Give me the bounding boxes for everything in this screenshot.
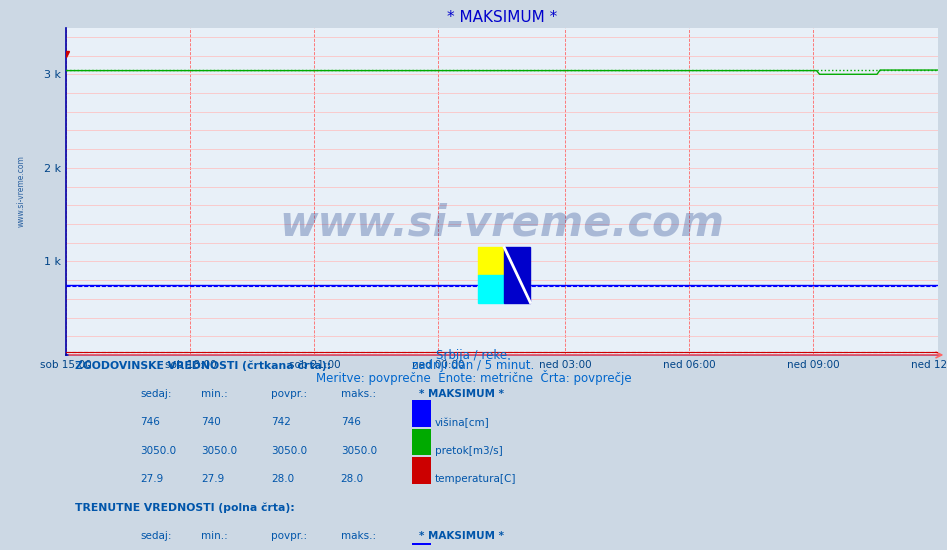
Text: min.:: min.: xyxy=(202,531,228,541)
Text: 28.0: 28.0 xyxy=(341,474,364,485)
Text: 740: 740 xyxy=(202,417,221,427)
Text: povpr.:: povpr.: xyxy=(271,531,307,541)
Text: 3050.0: 3050.0 xyxy=(271,446,307,456)
Text: www.si-vreme.com: www.si-vreme.com xyxy=(16,155,26,227)
Text: ZGODOVINSKE VREDNOSTI (črtkana črta):: ZGODOVINSKE VREDNOSTI (črtkana črta): xyxy=(75,361,331,371)
Text: 3050.0: 3050.0 xyxy=(202,446,238,456)
Text: Srbija / reke.: Srbija / reke. xyxy=(436,349,511,362)
Bar xyxy=(412,457,431,484)
Text: 28.0: 28.0 xyxy=(271,474,295,485)
Text: višina[cm]: višina[cm] xyxy=(435,417,490,428)
Bar xyxy=(412,543,431,550)
Text: 3050.0: 3050.0 xyxy=(140,446,176,456)
Text: 3050.0: 3050.0 xyxy=(341,446,377,456)
Text: 746: 746 xyxy=(140,417,160,427)
Text: 742: 742 xyxy=(271,417,291,427)
Text: maks.:: maks.: xyxy=(341,531,376,541)
Text: 27.9: 27.9 xyxy=(140,474,164,485)
Bar xyxy=(412,429,431,455)
Text: povpr.:: povpr.: xyxy=(271,389,307,399)
Text: zadnji dan / 5 minut.: zadnji dan / 5 minut. xyxy=(412,359,535,372)
Text: * MAKSIMUM *: * MAKSIMUM * xyxy=(420,389,504,399)
Text: 27.9: 27.9 xyxy=(202,474,224,485)
Text: Meritve: povprečne  Enote: metrične  Črta: povprečje: Meritve: povprečne Enote: metrične Črta:… xyxy=(315,370,632,384)
Text: 746: 746 xyxy=(341,417,361,427)
Text: temperatura[C]: temperatura[C] xyxy=(435,474,516,485)
Text: sedaj:: sedaj: xyxy=(140,531,171,541)
Text: pretok[m3/s]: pretok[m3/s] xyxy=(435,446,503,456)
Text: * MAKSIMUM *: * MAKSIMUM * xyxy=(420,531,504,541)
Title: * MAKSIMUM *: * MAKSIMUM * xyxy=(447,10,557,25)
Text: sedaj:: sedaj: xyxy=(140,389,171,399)
Text: www.si-vreme.com: www.si-vreme.com xyxy=(279,203,724,245)
Text: TRENUTNE VREDNOSTI (polna črta):: TRENUTNE VREDNOSTI (polna črta): xyxy=(75,503,295,513)
Text: min.:: min.: xyxy=(202,389,228,399)
Bar xyxy=(412,400,431,427)
Text: maks.:: maks.: xyxy=(341,389,376,399)
